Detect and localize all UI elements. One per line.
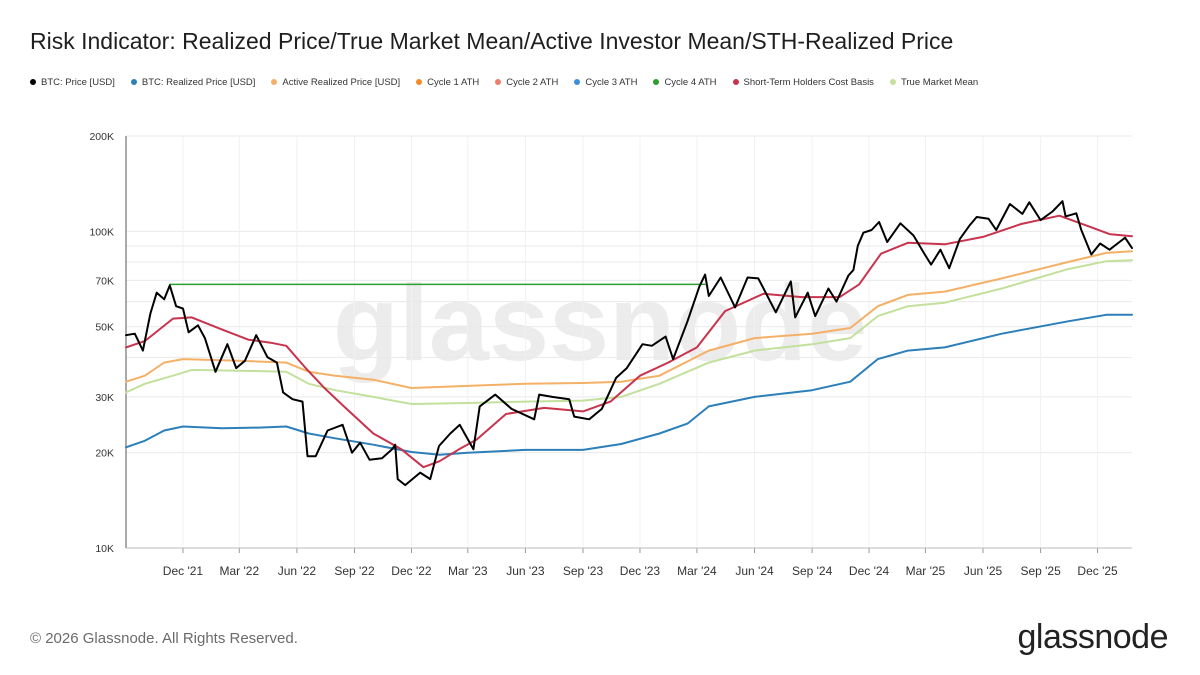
legend-item[interactable]: Cycle 4 ATH	[653, 75, 717, 89]
legend-marker	[416, 79, 423, 85]
legend-label: BTC: Realized Price [USD]	[141, 76, 256, 88]
x-tick-label: Mar '24	[677, 564, 717, 578]
legend-item[interactable]: Short-Term Holders Cost Basis	[732, 75, 874, 89]
x-tick-label: Jun '25	[964, 564, 1003, 578]
x-tick-label: Jun '22	[278, 564, 317, 578]
x-tick-label: Dec '24	[849, 564, 890, 578]
x-tick-label: Jun '24	[735, 564, 774, 578]
legend-label: Cycle 4 ATH	[664, 76, 717, 88]
y-tick-label: 10K	[95, 543, 114, 555]
legend-marker	[653, 79, 660, 85]
legend-marker	[574, 79, 581, 85]
legend-item[interactable]: Cycle 3 ATH	[574, 75, 637, 89]
series-line-short-term-holders-cost-basis	[125, 214, 1133, 469]
legend-marker	[30, 79, 36, 85]
x-tick-label: Sep '22	[334, 564, 375, 578]
chart-title: Risk Indicator: Realized Price/True Mark…	[30, 28, 954, 54]
chart-svg: glassnode 10K 20K 30K 50K 70K 100K 200K Dec '2…	[89, 131, 1133, 578]
x-tick-label: Jun '23	[506, 564, 545, 578]
legend-label: Cycle 2 ATH	[506, 76, 559, 88]
x-tick-label: Mar '25	[906, 564, 946, 578]
legend-item[interactable]: True Market Mean	[889, 75, 979, 89]
x-axis: Dec '21 Mar '22 Jun '22 Sep '22 Dec '22 Mar '…	[126, 547, 1132, 578]
legend-item[interactable]: Cycle 2 ATH	[495, 75, 558, 89]
legend-marker	[495, 79, 502, 85]
x-tick-label: Mar '23	[448, 564, 488, 578]
legend-item[interactable]: BTC: Realized Price [USD]	[130, 75, 256, 89]
watermark: glassnode	[333, 262, 867, 383]
legend-marker	[271, 79, 278, 85]
y-tick-label: 30K	[95, 392, 114, 404]
series-line-active-realized-price-usd	[125, 250, 1133, 389]
y-tick-label: 100K	[89, 226, 114, 238]
series-line-btc-realized-price-usd	[125, 313, 1133, 456]
footer-copyright: © 2026 Glassnode. All Rights Reserved.	[30, 630, 298, 647]
y-tick-label: 20K	[95, 448, 114, 460]
x-tick-label: Sep '24	[792, 564, 833, 578]
legend-label: Active Realized Price [USD]	[282, 76, 401, 88]
series-group	[125, 200, 1133, 487]
legend-item[interactable]: Active Realized Price [USD]	[271, 75, 400, 89]
legend-item[interactable]: Cycle 1 ATH	[416, 75, 479, 89]
series-line-btc-price-usd	[125, 200, 1133, 487]
x-tick-label: Dec '21	[163, 564, 204, 578]
series-line-true-market-mean	[125, 259, 1133, 405]
legend-label: Cycle 3 ATH	[585, 76, 638, 88]
x-tick-label: Dec '25	[1077, 564, 1118, 578]
y-axis: 10K 20K 30K 50K 70K 100K 200K	[89, 131, 127, 555]
chart-legend: BTC: Price [USD] BTC: Realized Price [USD…	[30, 75, 978, 89]
y-tick-label: 50K	[95, 322, 114, 334]
y-tick-label: 200K	[89, 131, 114, 143]
x-tick-label: Dec '23	[620, 564, 661, 578]
legend-label: Short-Term Holders Cost Basis	[743, 76, 874, 88]
legend-marker	[889, 79, 896, 85]
legend-item[interactable]: BTC: Price [USD]	[30, 75, 115, 89]
y-tick-label: 70K	[95, 275, 114, 287]
legend-marker	[130, 79, 137, 85]
x-tick-label: Sep '23	[563, 564, 604, 578]
x-tick-label: Sep '25	[1020, 564, 1061, 578]
brand-logo: glassnode	[1017, 618, 1168, 656]
x-tick-label: Mar '22	[219, 564, 259, 578]
legend-marker	[732, 79, 739, 85]
x-tick-label: Dec '22	[391, 564, 432, 578]
legend-label: True Market Mean	[900, 76, 979, 88]
legend-label: Cycle 1 ATH	[427, 76, 480, 88]
legend-label: BTC: Price [USD]	[41, 76, 115, 88]
